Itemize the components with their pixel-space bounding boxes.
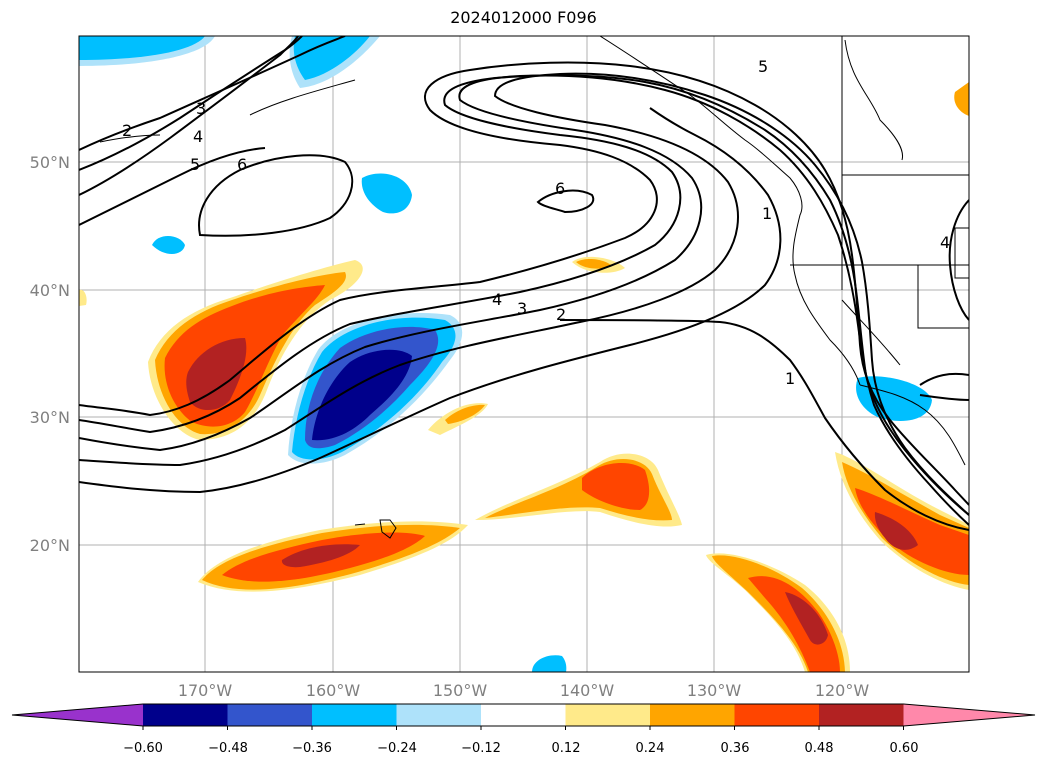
colorbar-segment	[227, 704, 313, 726]
map-layers: 2 3 4 5 6 6 4 3 2 1 1 5 4	[79, 36, 969, 672]
lat-label: 20°N	[30, 536, 70, 555]
contour-label: 4	[492, 290, 502, 309]
lon-label: 120°W	[815, 681, 870, 700]
map-frame	[78, 35, 970, 673]
colorbar-tick-label: 0.36	[721, 741, 750, 756]
colorbar-extend-low	[12, 704, 143, 726]
colorbar-tick-label: −0.24	[377, 741, 417, 756]
colorbar-segment	[481, 704, 566, 726]
lat-label: 50°N	[30, 153, 70, 172]
contour-label: 6	[555, 179, 565, 198]
shaded-anomalies	[79, 36, 969, 672]
colorbar	[11, 703, 1036, 730]
contour-label: 4	[940, 233, 950, 252]
contour-label: 3	[196, 99, 206, 118]
lon-label: 150°W	[433, 681, 488, 700]
contour-label: 4	[193, 127, 203, 146]
contour-label: 5	[758, 57, 768, 76]
colorbar-segment	[312, 704, 397, 726]
colorbar-segment	[143, 704, 228, 726]
lat-label: 40°N	[30, 281, 70, 300]
contour-label: 1	[785, 369, 795, 388]
colorbar-ticks: −0.60 −0.48 −0.36 −0.24 −0.12 0.12 0.24 …	[123, 741, 918, 756]
colorbar-segment	[819, 704, 904, 726]
contour-label: 5	[190, 155, 200, 174]
colorbar-tick-label: 0.48	[805, 741, 834, 756]
colorbar-tick-label: 0.24	[636, 741, 665, 756]
colorbar-tick-label: −0.48	[208, 741, 248, 756]
colorbar-segment	[565, 704, 651, 726]
colorbar-tick-label: −0.12	[461, 741, 501, 756]
colorbar-tick-label: 0.12	[552, 741, 581, 756]
map-title: 2024012000 F096	[450, 8, 597, 27]
lon-label: 160°W	[306, 681, 361, 700]
colorbar-segment	[650, 704, 735, 726]
colorbar-tick-label: −0.60	[123, 741, 163, 756]
latitude-labels: 50°N 40°N 30°N 20°N	[30, 153, 70, 555]
lon-label: 140°W	[560, 681, 615, 700]
longitude-labels: 170°W 160°W 150°W 140°W 130°W 120°W	[178, 681, 870, 700]
colorbar-tick-label: −0.36	[292, 741, 332, 756]
contour-labels: 2 3 4 5 6 6 4 3 2 1 1 5 4	[122, 57, 950, 388]
lat-label: 30°N	[30, 408, 70, 427]
colorbar-segment	[734, 704, 820, 726]
colorbar-segment	[396, 704, 482, 726]
colorbar-extend-high	[903, 704, 1035, 726]
contour-label: 1	[762, 204, 772, 223]
lon-label: 170°W	[178, 681, 233, 700]
contour-label: 2	[556, 305, 566, 324]
contour-label: 2	[122, 121, 132, 140]
colorbar-tick-label: 0.60	[890, 741, 919, 756]
contour-label: 3	[517, 299, 527, 318]
contour-lines	[79, 36, 969, 531]
contour-label: 6	[237, 155, 247, 174]
lon-label: 130°W	[687, 681, 742, 700]
